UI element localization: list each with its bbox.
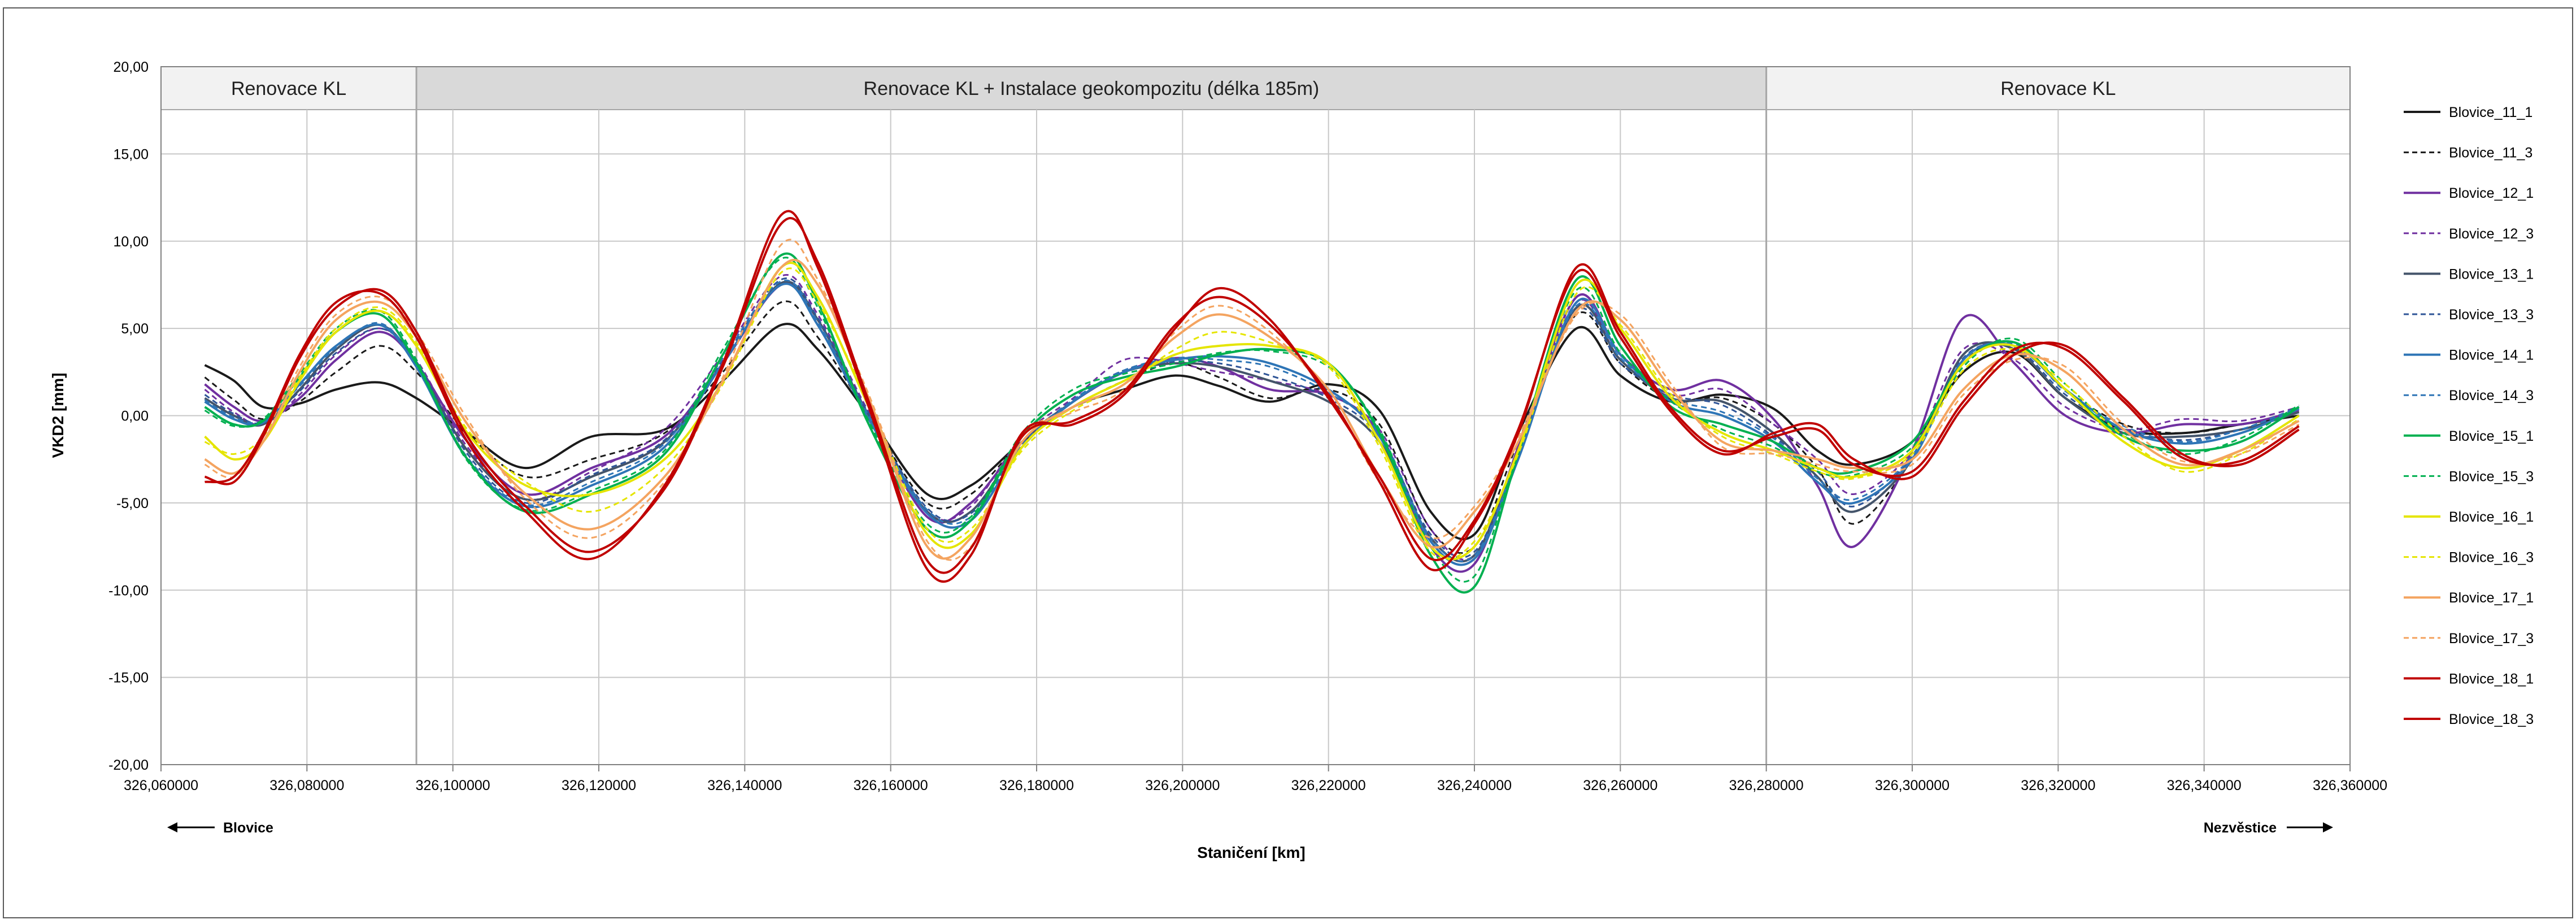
legend-label: Blovice_11_3 xyxy=(2449,145,2533,161)
x-tick-label: 326,280000 xyxy=(1729,778,1804,793)
left-arrow-head xyxy=(167,822,177,832)
x-tick-label: 326,260000 xyxy=(1583,778,1657,793)
right-arrow-head xyxy=(2323,822,2333,832)
x-tick-label: 326,160000 xyxy=(854,778,928,793)
series-line-blovice-17-1 xyxy=(204,259,2300,560)
legend-label: Blovice_15_3 xyxy=(2449,468,2534,484)
x-tick-label: 326,220000 xyxy=(1291,778,1366,793)
x-tick-label: 326,120000 xyxy=(562,778,636,793)
y-axis-title: VKD2 [mm] xyxy=(49,373,67,458)
legend-label: Blovice_14_1 xyxy=(2449,348,2534,363)
plot-frame xyxy=(160,66,2351,765)
series-line-blovice-17-3 xyxy=(204,238,2300,561)
x-tick-label: 326,320000 xyxy=(2021,778,2095,793)
legend-label: Blovice_16_3 xyxy=(2449,550,2534,566)
legend-label: Blovice_12_1 xyxy=(2449,185,2534,201)
series-line-blovice-18-3 xyxy=(204,216,2300,574)
y-tick-label: 5,00 xyxy=(121,321,149,337)
y-tick-label: 10,00 xyxy=(113,234,149,250)
x-tick-label: 326,200000 xyxy=(1145,778,1220,793)
y-tick-label: -5,00 xyxy=(116,496,149,511)
x-tick-label: 326,140000 xyxy=(707,778,782,793)
series-line-blovice-11-3 xyxy=(204,300,2299,554)
legend-label: Blovice_13_1 xyxy=(2449,266,2534,282)
y-tick-label: -15,00 xyxy=(108,670,149,686)
series-line-blovice-14-3 xyxy=(204,279,2300,562)
y-tick-label: 20,00 xyxy=(113,59,149,75)
y-tick-label: -10,00 xyxy=(108,583,149,598)
direction-right-annotation: Nezvěstice xyxy=(2204,820,2333,836)
x-tick-label: 326,060000 xyxy=(124,778,198,793)
legend-label: Blovice_18_1 xyxy=(2449,671,2534,687)
series-line-blovice-15-3 xyxy=(204,257,2300,583)
section-label-1: Renovace KL xyxy=(231,78,346,99)
x-tick-label: 326,080000 xyxy=(269,778,344,793)
legend-label: Blovice_14_3 xyxy=(2449,388,2534,404)
legend-label: Blovice_11_1 xyxy=(2449,105,2533,120)
x-tick-label: 326,340000 xyxy=(2167,778,2242,793)
legend-label: Blovice_16_1 xyxy=(2449,509,2534,525)
x-tick-label: 326,240000 xyxy=(1437,778,1512,793)
direction-left-annotation: Blovice xyxy=(167,820,273,836)
section-header-1 xyxy=(160,66,417,110)
direction-left-label: Blovice xyxy=(223,820,273,836)
x-tick-label: 326,100000 xyxy=(416,778,490,793)
legend-label: Blovice_18_3 xyxy=(2449,712,2534,727)
y-tick-label: 15,00 xyxy=(113,146,149,162)
y-tick-label: -20,00 xyxy=(108,757,149,773)
x-tick-label: 326,300000 xyxy=(1875,778,1950,793)
legend-label: Blovice_15_1 xyxy=(2449,428,2534,444)
legend-label: Blovice_13_3 xyxy=(2449,307,2534,323)
legend-label: Blovice_17_1 xyxy=(2449,590,2534,606)
outer-border xyxy=(3,7,2573,918)
legend-label: Blovice_12_3 xyxy=(2449,226,2534,242)
series-line-blovice-16-3 xyxy=(204,267,2300,561)
x-tick-label: 326,360000 xyxy=(2313,778,2387,793)
section-label-3: Renovace KL xyxy=(2000,78,2116,99)
direction-right-label: Nezvěstice xyxy=(2204,820,2277,836)
x-axis-title: Staničení [km] xyxy=(1197,844,1305,861)
section-header-3 xyxy=(1765,66,2351,110)
section-label-2: Renovace KL + Instalace geokompozitu (dé… xyxy=(864,78,1320,99)
legend-label: Blovice_17_3 xyxy=(2449,631,2534,647)
x-tick-label: 326,180000 xyxy=(999,778,1074,793)
y-tick-label: 0,00 xyxy=(121,409,149,424)
